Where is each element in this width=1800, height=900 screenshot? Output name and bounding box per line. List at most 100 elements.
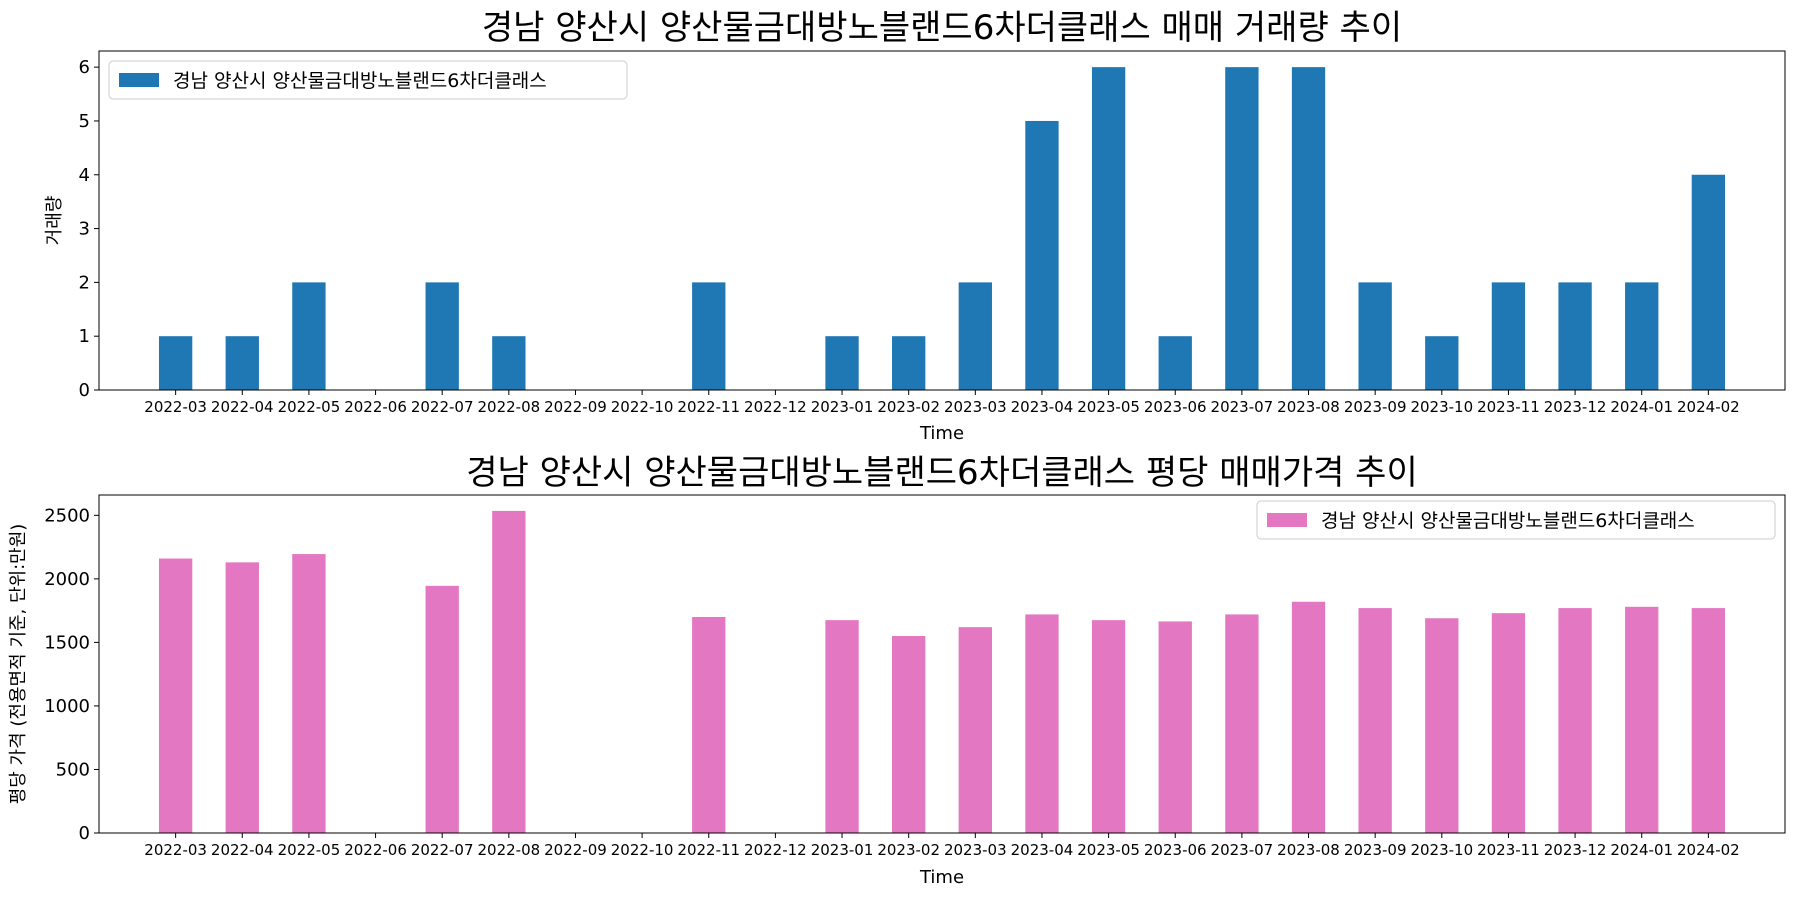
x-tick-label: 2022-08	[477, 398, 540, 416]
x-tick-label: 2023-10	[1410, 398, 1473, 416]
legend-label: 경남 양산시 양산물금대방노블랜드6차더클래스	[1321, 510, 1695, 532]
legend-swatch	[1267, 513, 1307, 527]
bar-2023-10	[1425, 336, 1459, 390]
bar-2023-04	[1025, 120, 1059, 390]
y-tick-label: 2	[79, 272, 90, 293]
bar-2024-01	[1625, 606, 1659, 833]
legend-label: 경남 양산시 양산물금대방노블랜드6차더클래스	[173, 70, 547, 92]
x-tick-label: 2022-12	[744, 398, 807, 416]
x-tick-label: 2022-05	[278, 398, 341, 416]
y-tick-label: 3	[79, 219, 90, 240]
bar-2022-04	[225, 336, 259, 390]
x-tick-label: 2023-05	[1077, 841, 1140, 859]
x-tick-label: 2023-10	[1410, 841, 1473, 859]
x-tick-label: 2024-02	[1677, 398, 1740, 416]
bar-2022-05	[292, 554, 326, 833]
bar-2023-07	[1225, 614, 1259, 833]
bar-2022-03	[158, 336, 193, 390]
bar-2022-07	[425, 585, 459, 833]
bar-2024-02	[1691, 174, 1726, 390]
y-tick-label: 2000	[44, 569, 90, 590]
x-tick-label: 2023-06	[1144, 841, 1207, 859]
x-tick-label: 2022-04	[211, 841, 274, 859]
legend-box	[1256, 500, 1776, 540]
y-tick-label: 1	[79, 326, 90, 347]
bar-2023-05	[1091, 620, 1126, 833]
chart-title: 경남 양산시 양산물금대방노블랜드6차더클래스 매매 거래량 추이	[482, 8, 1402, 48]
x-tick-label: 2022-10	[611, 841, 674, 859]
legend: 경남 양산시 양산물금대방노블랜드6차더클래스	[108, 60, 628, 100]
bar-2023-04	[1025, 614, 1059, 833]
x-tick-label: 2023-05	[1077, 398, 1140, 416]
x-tick-label: 2023-08	[1277, 398, 1340, 416]
chart-2: 경남 양산시 양산물금대방노블랜드6차더클래스 평당 매매가격 추이 2022-0…	[8, 453, 1786, 888]
x-tick-label: 2022-03	[144, 841, 207, 859]
y-tick-label: 0	[79, 380, 90, 401]
bars	[158, 510, 1726, 833]
legend: 경남 양산시 양산물금대방노블랜드6차더클래스	[1256, 500, 1776, 540]
bar-2023-06	[1158, 621, 1192, 833]
bar-2023-01	[825, 620, 859, 833]
x-tick-label: 2022-05	[278, 841, 341, 859]
x-axis-label: Time	[919, 423, 964, 444]
bar-2023-12	[1558, 282, 1592, 390]
bar-2022-08	[492, 336, 526, 390]
x-tick-label: 2022-10	[611, 398, 674, 416]
legend-swatch	[119, 73, 159, 87]
x-tick-label: 2023-04	[1011, 841, 1074, 859]
y-tick-label: 1000	[44, 696, 90, 717]
bar-2024-01	[1625, 282, 1659, 390]
x-tick-label: 2023-11	[1477, 841, 1540, 859]
bar-2023-08	[1291, 601, 1326, 833]
bar-2024-02	[1691, 608, 1726, 833]
bar-2023-02	[892, 636, 926, 833]
x-tick-label: 2023-08	[1277, 841, 1340, 859]
x-tick-label: 2022-12	[744, 841, 807, 859]
y-tick-label: 500	[56, 759, 90, 780]
x-tick-label: 2023-01	[811, 398, 874, 416]
bar-2022-11	[692, 282, 726, 390]
x-ticks: 2022-03 2022-04 2022-05 2022-06 2022-07 2022-…	[144, 833, 1740, 859]
bar-2023-02	[892, 336, 926, 390]
x-tick-label: 2024-02	[1677, 841, 1740, 859]
bar-2022-11	[692, 616, 726, 833]
bar-2023-06	[1158, 336, 1192, 390]
bar-2023-09	[1358, 282, 1392, 390]
x-tick-label: 2023-03	[944, 841, 1007, 859]
bar-2023-05	[1091, 67, 1126, 391]
x-tick-label: 2022-11	[677, 398, 740, 416]
x-tick-label: 2022-09	[544, 398, 607, 416]
bar-2023-11	[1491, 613, 1526, 833]
y-tick-label: 1500	[44, 632, 90, 653]
y-tick-label: 5	[79, 111, 90, 132]
x-tick-label: 2023-09	[1344, 841, 1407, 859]
x-tick-label: 2022-03	[144, 398, 207, 416]
legend-box	[108, 60, 628, 100]
x-tick-label: 2024-01	[1610, 398, 1673, 416]
bar-2023-12	[1558, 608, 1592, 833]
bar-2023-07	[1225, 67, 1259, 391]
bars	[158, 67, 1726, 391]
bar-2023-10	[1425, 618, 1459, 833]
x-tick-label: 2022-08	[477, 841, 540, 859]
bar-2022-04	[225, 562, 259, 833]
bar-2022-08	[492, 510, 526, 833]
x-tick-label: 2023-04	[1011, 398, 1074, 416]
x-tick-label: 2023-07	[1211, 398, 1274, 416]
chart-1: 경남 양산시 양산물금대방노블랜드6차더클래스 매매 거래량 추이 2022-03…	[44, 8, 1786, 444]
x-tick-label: 2022-06	[344, 841, 407, 859]
x-tick-label: 2023-07	[1211, 841, 1274, 859]
bar-2023-11	[1491, 282, 1526, 390]
x-tick-label: 2023-03	[944, 398, 1007, 416]
bar-2023-01	[825, 336, 859, 390]
bar-2023-03	[958, 282, 992, 390]
y-ticks: 0 1 2 3 4 5 6	[79, 57, 99, 401]
x-axis-label: Time	[919, 867, 964, 888]
plot-frame	[98, 50, 1786, 391]
y-axis-label: 거래량	[44, 196, 65, 246]
y-axis-label: 평당 가격 (전용면적 기준, 단위:만원)	[8, 524, 29, 805]
plot-frame	[98, 494, 1786, 834]
chart-title: 경남 양산시 양산물금대방노블랜드6차더클래스 평당 매매가격 추이	[466, 453, 1418, 493]
bar-2022-07	[425, 282, 459, 390]
